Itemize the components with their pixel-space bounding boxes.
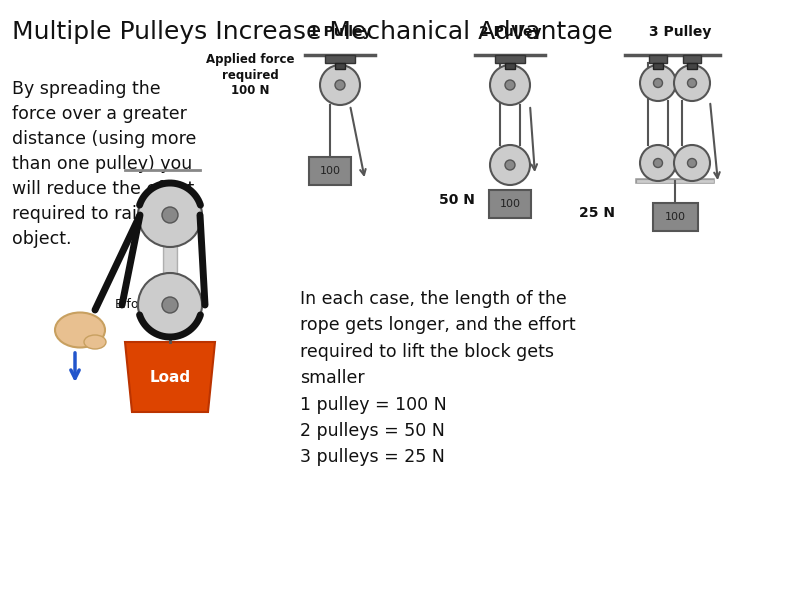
FancyBboxPatch shape (335, 63, 345, 69)
Text: 100: 100 (319, 166, 341, 176)
Text: 3 Pulley: 3 Pulley (649, 25, 711, 39)
Circle shape (505, 80, 515, 90)
Circle shape (654, 158, 662, 167)
Text: 100: 100 (499, 199, 521, 209)
FancyBboxPatch shape (687, 63, 697, 69)
FancyBboxPatch shape (649, 55, 667, 63)
Circle shape (674, 145, 710, 181)
Circle shape (162, 207, 178, 223)
Polygon shape (125, 342, 215, 412)
Text: 2 Pulley: 2 Pulley (478, 25, 542, 39)
Circle shape (687, 158, 697, 167)
FancyBboxPatch shape (163, 215, 177, 305)
Text: Multiple Pulleys Increase Mechanical Advantage: Multiple Pulleys Increase Mechanical Adv… (12, 20, 613, 44)
Text: 50 N: 50 N (439, 193, 475, 207)
FancyBboxPatch shape (683, 55, 701, 63)
Text: Load: Load (150, 370, 190, 385)
FancyBboxPatch shape (653, 63, 663, 69)
Text: By spreading the
force over a greater
distance (using more
than one pulley) you
: By spreading the force over a greater di… (12, 80, 196, 248)
Circle shape (162, 297, 178, 313)
Text: In each case, the length of the
rope gets longer, and the effort
required to lif: In each case, the length of the rope get… (300, 290, 576, 466)
Circle shape (490, 65, 530, 105)
FancyBboxPatch shape (489, 190, 531, 218)
Circle shape (138, 183, 202, 247)
Ellipse shape (84, 335, 106, 349)
Text: 1 Pulley: 1 Pulley (309, 25, 371, 39)
Circle shape (490, 145, 530, 185)
Circle shape (335, 80, 345, 90)
Text: Effort: Effort (115, 298, 150, 311)
Circle shape (640, 145, 676, 181)
Text: 100: 100 (665, 212, 686, 222)
FancyBboxPatch shape (495, 55, 525, 63)
FancyBboxPatch shape (325, 55, 355, 63)
Circle shape (640, 65, 676, 101)
Circle shape (674, 65, 710, 101)
Circle shape (138, 273, 202, 337)
Circle shape (687, 79, 697, 88)
Ellipse shape (55, 313, 105, 347)
Circle shape (320, 65, 360, 105)
FancyBboxPatch shape (309, 157, 351, 185)
FancyBboxPatch shape (653, 203, 698, 231)
Text: Applied force
required
100 N: Applied force required 100 N (206, 53, 294, 97)
Circle shape (505, 160, 515, 170)
FancyBboxPatch shape (505, 63, 515, 69)
Circle shape (654, 79, 662, 88)
Text: 25 N: 25 N (579, 206, 615, 220)
